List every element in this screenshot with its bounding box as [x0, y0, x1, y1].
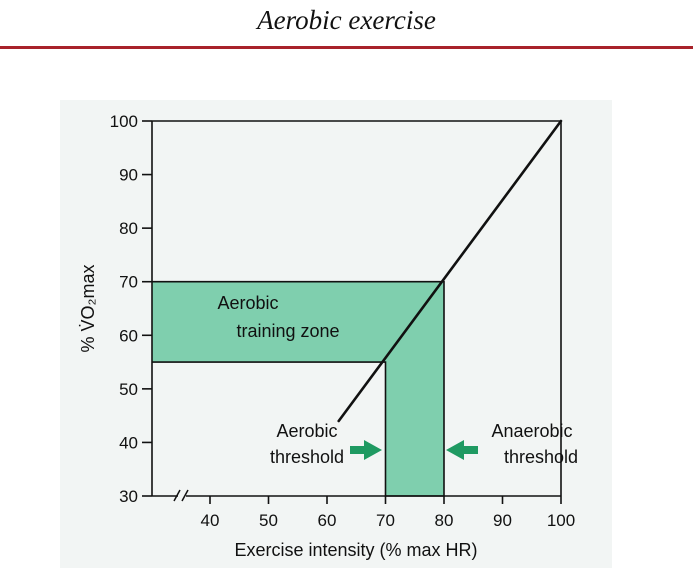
x-axis-break-mark — [173, 489, 189, 502]
x-tick-label: 60 — [318, 511, 337, 530]
x-tick-label: 100 — [547, 511, 575, 530]
chart-panel: 30 40 50 60 70 80 90 100 40 50 60 70 80 90 100 Exercise… — [60, 100, 612, 568]
x-tick-label: 50 — [259, 511, 278, 530]
x-tick-label: 70 — [376, 511, 395, 530]
y-tick-label: 50 — [119, 380, 138, 399]
vo2-hr-relationship-line — [337, 119, 563, 423]
y-tick-label: 100 — [110, 112, 138, 131]
aerobic-zone-chart: 30 40 50 60 70 80 90 100 40 50 60 70 80 90 100 Exercise… — [78, 112, 578, 560]
anaerobic-threshold-label-line1: Anaerobic — [491, 421, 572, 441]
aerobic-threshold-label-line1: Aerobic — [276, 421, 337, 441]
y-tick-label: 70 — [119, 273, 138, 292]
anaerobic-threshold-label-line2: threshold — [504, 447, 578, 467]
aerobic-threshold-arrow-icon — [350, 440, 382, 460]
x-tick-label: 40 — [201, 511, 220, 530]
y-tick-label: 90 — [119, 166, 138, 185]
x-tick-label: 80 — [435, 511, 454, 530]
title-divider — [0, 46, 693, 49]
x-tick-label: 90 — [493, 511, 512, 530]
x-axis-label: Exercise intensity (% max HR) — [234, 540, 477, 560]
y-tick-label: 40 — [119, 433, 138, 452]
y-tick-label: 80 — [119, 219, 138, 238]
y-axis-label: % V̇O₂max — [78, 264, 98, 352]
threshold-intensity-band — [385, 281, 444, 496]
y-tick-label: 60 — [119, 326, 138, 345]
training-zone-label-line1: Aerobic — [217, 293, 278, 313]
training-zone-label-line2: training zone — [236, 321, 339, 341]
anaerobic-threshold-arrow-icon — [446, 440, 478, 460]
y-tick-label: 30 — [119, 487, 138, 506]
slide-title: Aerobic exercise — [257, 5, 436, 35]
aerobic-threshold-label-line2: threshold — [270, 447, 344, 467]
